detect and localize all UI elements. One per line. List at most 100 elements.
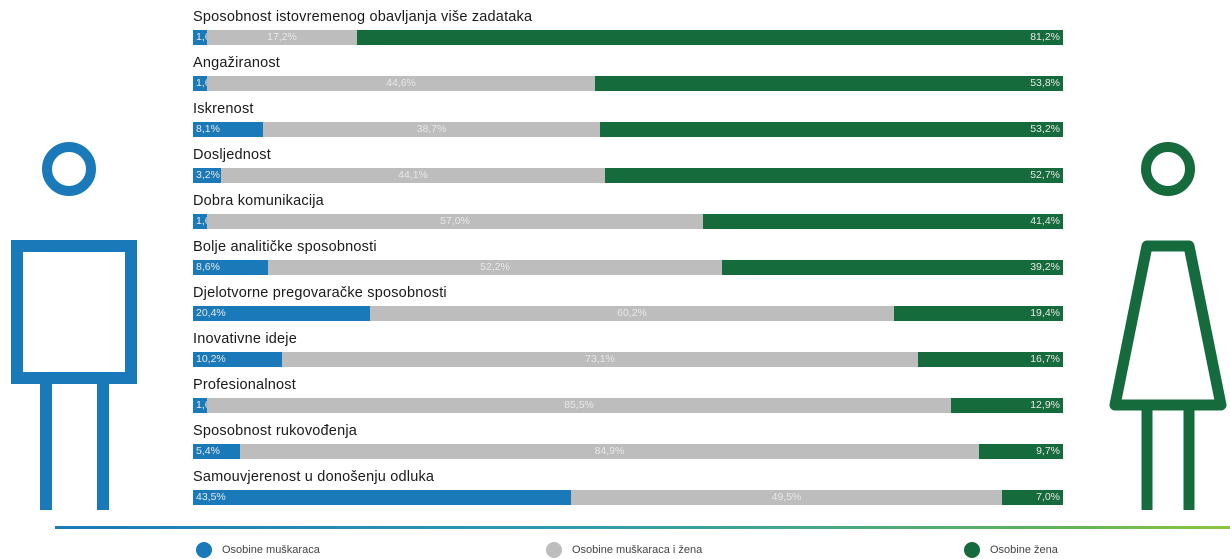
stacked-bar: 1,6%17,2%81,2% bbox=[193, 30, 1063, 45]
data-label-male: 10,2% bbox=[196, 353, 226, 365]
data-label-both: 52,2% bbox=[480, 261, 510, 273]
chart-row: Inovativne ideje 10,2% 73,1% 16,7% bbox=[193, 324, 1063, 370]
bar-segment-female bbox=[703, 214, 1063, 229]
chart-row: Bolje analitičke sposobnosti 8,6% 52,2% 39,… bbox=[193, 232, 1063, 278]
bar-segment-male bbox=[193, 398, 207, 413]
bar-segment-male bbox=[193, 444, 240, 459]
data-label-both: 85,5% bbox=[564, 399, 594, 411]
data-label-both: 44,6% bbox=[386, 77, 416, 89]
bar-segment-male bbox=[193, 168, 221, 183]
data-label-male: 8,1% bbox=[196, 123, 220, 135]
stacked-bar: 5,4% 84,9% 9,7% bbox=[193, 444, 1063, 459]
stacked-bar: 3,2% 44,1% 52,7% bbox=[193, 168, 1063, 183]
bar-segment-both bbox=[207, 398, 951, 413]
bar-segment-both bbox=[207, 30, 357, 45]
bar-segment-both bbox=[240, 444, 979, 459]
data-label-female: 81,2% bbox=[1030, 31, 1060, 43]
bar-segment-male bbox=[193, 260, 268, 275]
category-label: Dosljednost bbox=[193, 147, 271, 163]
bar-segment-female bbox=[595, 76, 1063, 91]
bar-segment-male bbox=[193, 76, 207, 91]
bar-segment-female bbox=[605, 168, 1063, 183]
data-label-both: 49,5% bbox=[771, 491, 802, 503]
bar-segment-both bbox=[207, 214, 703, 229]
bar-segment-both bbox=[221, 168, 605, 183]
legend-dot-female bbox=[964, 542, 980, 558]
data-label-female: 16,7% bbox=[1030, 353, 1060, 365]
data-label-female: 12,9% bbox=[1030, 399, 1060, 411]
data-label-both: 44,1% bbox=[398, 169, 428, 181]
legend-item-male: Osobine muškaraca bbox=[196, 542, 320, 558]
category-label: Inovativne ideje bbox=[193, 331, 297, 347]
bar-segment-both bbox=[263, 122, 600, 137]
bar-segment-both bbox=[282, 352, 918, 367]
bar-segment-female bbox=[951, 398, 1063, 413]
data-label-both: 38,7% bbox=[416, 123, 447, 135]
bar-segment-female bbox=[894, 306, 1063, 321]
bar-segment-male bbox=[193, 490, 571, 505]
chart-row: Profesionalnost1,6%85,5%12,9% bbox=[193, 370, 1063, 416]
category-label: Djelotvorne pregovaračke sposobnosti bbox=[193, 285, 447, 301]
category-label: Samouvjerenost u donošenju odluka bbox=[193, 469, 435, 485]
category-label: Bolje analitičke sposobnosti bbox=[193, 239, 377, 255]
stacked-bar: 1,6%85,5%12,9% bbox=[193, 398, 1063, 413]
data-label-male: 8,6% bbox=[196, 261, 220, 273]
stacked-bar: 8,6% 52,2% 39,2% bbox=[193, 260, 1063, 275]
bar-segment-female bbox=[600, 122, 1063, 137]
data-label-female: 41,4% bbox=[1030, 215, 1060, 227]
male-figure-icon bbox=[11, 142, 137, 510]
legend-label-female: Osobine žena bbox=[990, 544, 1058, 556]
data-label-both: 73,1% bbox=[585, 353, 615, 365]
data-label-both: 17,2% bbox=[267, 31, 297, 43]
stacked-bar: 43,5% 49,5% 7,0% bbox=[193, 490, 1063, 505]
data-label-both: 84,9% bbox=[594, 445, 625, 457]
legend-item-female: Osobine žena bbox=[964, 542, 1058, 558]
chart-row: Samouvjerenost u donošenju odluka 43,5% 49… bbox=[193, 462, 1063, 508]
category-label: Angažiranost bbox=[193, 55, 281, 71]
bar-segment-female bbox=[979, 444, 1063, 459]
chart-row: Sposobnost istovremenog obavljanja više … bbox=[193, 2, 1063, 48]
data-label-female: 39,2% bbox=[1030, 261, 1060, 273]
data-label-both: 57,0% bbox=[440, 215, 470, 227]
data-label-female: 7,0% bbox=[1036, 491, 1060, 503]
category-label: Profesionalnost bbox=[193, 377, 296, 393]
data-label-both: 60,2% bbox=[617, 307, 647, 319]
category-label: Sposobnost istovremenog obavljanja više … bbox=[193, 9, 533, 25]
bar-segment-male bbox=[193, 122, 263, 137]
chart-row: Sposobnost rukovođenja 5,4% 84,9% 9,7% bbox=[193, 416, 1063, 462]
data-label-female: 53,8% bbox=[1030, 77, 1060, 89]
category-label: Dobra komunikacija bbox=[193, 193, 324, 209]
bar-segment-male bbox=[193, 214, 207, 229]
bar-segment-male bbox=[193, 352, 282, 367]
bar-segment-female bbox=[357, 30, 1063, 45]
stacked-bar: 8,1% 38,7% 53,2% bbox=[193, 122, 1063, 137]
chart-row: Dobra komunikacija1,6%57,0%41,4% bbox=[193, 186, 1063, 232]
category-label: Iskrenost bbox=[193, 101, 254, 117]
bar-segment-female bbox=[918, 352, 1063, 367]
legend-label-male: Osobine muškaraca bbox=[222, 544, 320, 556]
data-label-female: 52,7% bbox=[1030, 169, 1060, 181]
chart-row: Djelotvorne pregovaračke sposobnosti 20,4… bbox=[193, 278, 1063, 324]
bar-segment-both bbox=[571, 490, 1002, 505]
data-label-female: 19,4% bbox=[1030, 307, 1060, 319]
bar-segment-both bbox=[370, 306, 894, 321]
chart-row: Dosljednost 3,2% 44,1% 52,7% bbox=[193, 140, 1063, 186]
baseline-divider bbox=[55, 526, 1230, 529]
data-label-male: 5,4% bbox=[196, 445, 220, 457]
bar-segment-female bbox=[722, 260, 1063, 275]
legend-item-both: Osobine muškaraca i žena bbox=[546, 542, 702, 558]
stacked-bar: 20,4% 60,2% 19,4% bbox=[193, 306, 1063, 321]
data-label-male: 43,5% bbox=[196, 491, 226, 503]
legend-dot-both bbox=[546, 542, 562, 558]
bar-segment-both bbox=[268, 260, 722, 275]
data-label-male: 3,2% bbox=[196, 169, 220, 181]
legend-dot-male bbox=[196, 542, 212, 558]
chart-row: Angažiranost1,6%44,6%53,8% bbox=[193, 48, 1063, 94]
stacked-bar: 1,6%44,6%53,8% bbox=[193, 76, 1063, 91]
bar-segment-both bbox=[207, 76, 595, 91]
data-label-male: 20,4% bbox=[196, 307, 226, 319]
stacked-bar: 1,6%57,0%41,4% bbox=[193, 214, 1063, 229]
bar-segment-female bbox=[1002, 490, 1063, 505]
legend-label-both: Osobine muškaraca i žena bbox=[572, 544, 703, 556]
